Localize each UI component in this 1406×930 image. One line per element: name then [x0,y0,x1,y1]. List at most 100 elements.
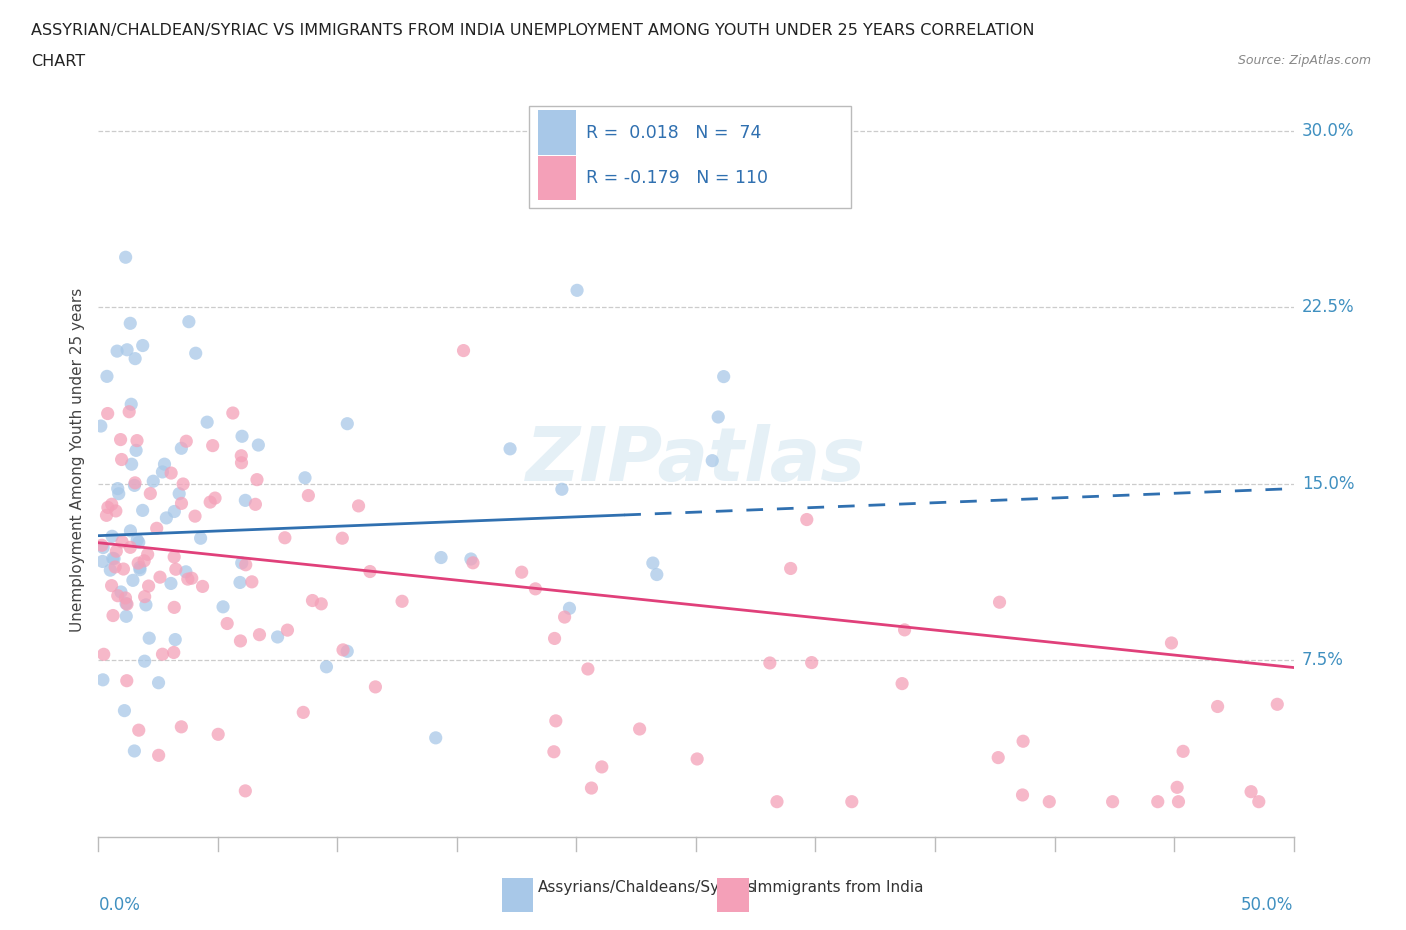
Point [96,508,118,523]
Point [110,452,132,467]
Point [1160,635,1182,650]
Point [1171,744,1194,759]
Point [364,680,387,695]
Point [524,581,547,596]
Point [120,524,142,538]
Point [266,630,288,644]
Point [554,610,576,625]
Point [142,473,165,488]
Point [115,342,138,357]
Point [309,596,332,611]
Point [779,561,801,576]
Point [101,608,124,623]
Point [233,493,256,508]
Text: ASSYRIAN/CHALDEAN/SYRIAC VS IMMIGRANTS FROM INDIA UNEMPLOYMENT AMONG YOUTH UNDER: ASSYRIAN/CHALDEAN/SYRIAC VS IMMIGRANTS F… [31,23,1035,38]
Point [163,550,186,565]
Point [246,472,269,487]
Point [120,397,142,412]
Point [240,575,263,590]
Point [453,343,475,358]
Text: R = -0.179   N = 110: R = -0.179 N = 110 [586,169,768,187]
Point [160,576,183,591]
Point [152,646,174,661]
Point [148,675,170,690]
Point [231,448,253,463]
Point [172,476,194,491]
Point [796,512,818,527]
Point [347,498,370,513]
Point [551,482,574,497]
Point [330,531,353,546]
Point [124,743,146,758]
Point [174,433,197,448]
Point [170,496,193,511]
Point [134,553,156,568]
FancyBboxPatch shape [538,155,576,200]
Point [124,352,146,366]
Point [336,644,359,658]
FancyBboxPatch shape [717,879,748,911]
Text: Immigrants from India: Immigrants from India [754,880,924,895]
Point [229,633,252,648]
Point [177,572,200,587]
Point [190,531,212,546]
Point [245,497,267,512]
Point [1265,697,1288,711]
Point [1038,794,1060,809]
Point [628,722,651,737]
Point [543,744,565,759]
Point [93,647,115,662]
Point [165,632,187,647]
Point [90,538,112,552]
Point [249,627,271,642]
Point [247,438,270,453]
Point [104,503,127,518]
Point [292,705,315,720]
Point [97,406,120,421]
Point [184,346,207,361]
Point [891,676,914,691]
FancyBboxPatch shape [502,879,533,911]
Point [121,457,143,472]
Point [111,535,134,550]
Point [104,560,127,575]
Point [112,562,135,577]
Point [115,596,138,611]
Point [391,594,413,609]
Point [127,555,149,570]
Point [105,344,128,359]
Point [120,316,142,331]
Point [1206,699,1229,714]
Point [139,486,162,501]
Point [107,589,129,604]
Point [301,593,323,608]
Point [713,369,735,384]
Text: Source: ZipAtlas.com: Source: ZipAtlas.com [1237,54,1371,67]
Point [1166,780,1188,795]
Point [131,503,153,518]
Point [134,654,156,669]
Point [207,727,229,742]
Point [702,453,724,468]
Text: 15.0%: 15.0% [1302,475,1354,493]
Point [336,417,359,432]
Point [294,471,316,485]
Point [581,780,603,795]
FancyBboxPatch shape [529,106,852,208]
Point [114,250,136,265]
Point [90,418,112,433]
Point [101,529,124,544]
Point [184,509,207,524]
Point [96,369,118,384]
Point [198,495,221,510]
Point [110,585,132,600]
Point [1101,794,1123,809]
Point [163,504,186,519]
Point [97,500,120,515]
Text: 22.5%: 22.5% [1302,299,1354,316]
Point [174,565,197,579]
Point [127,533,149,548]
Text: 7.5%: 7.5% [1302,651,1344,670]
Point [91,672,114,687]
Point [124,478,146,493]
